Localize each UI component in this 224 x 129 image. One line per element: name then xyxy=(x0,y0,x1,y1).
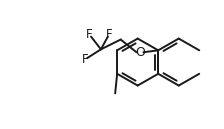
Text: F: F xyxy=(106,28,112,41)
Text: O: O xyxy=(136,46,145,59)
Text: F: F xyxy=(82,53,88,66)
Text: F: F xyxy=(86,28,92,41)
